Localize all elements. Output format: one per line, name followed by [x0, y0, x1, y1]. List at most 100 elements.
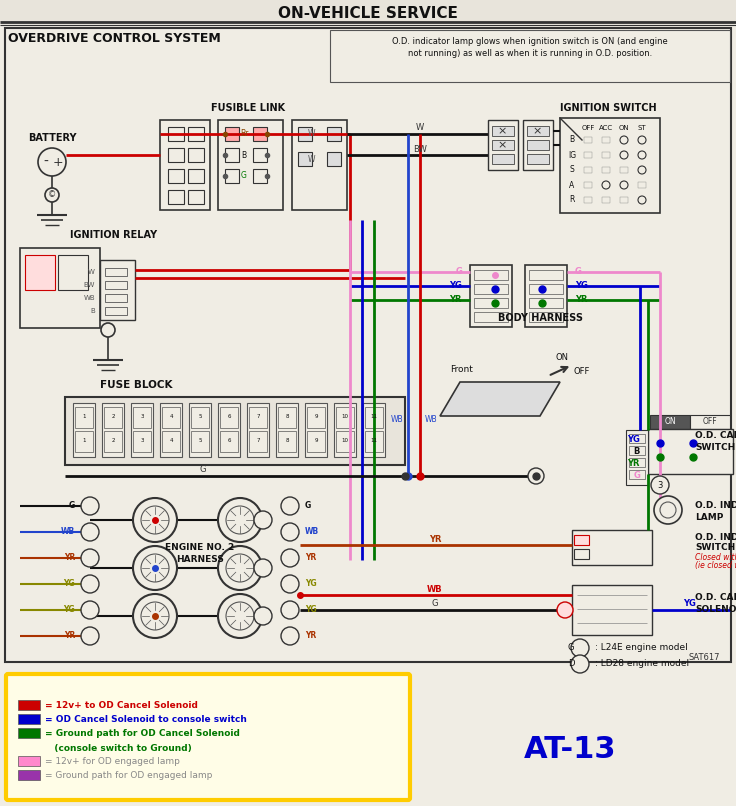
- Text: SWITCH: SWITCH: [695, 442, 735, 451]
- Text: YR: YR: [575, 296, 587, 305]
- Bar: [527, 154, 549, 164]
- Bar: [492, 140, 514, 150]
- Text: 6: 6: [227, 438, 231, 443]
- Text: +: +: [53, 156, 63, 168]
- Circle shape: [218, 594, 262, 638]
- Text: BATTERY: BATTERY: [28, 133, 77, 143]
- Circle shape: [571, 639, 589, 657]
- Bar: [529, 312, 563, 322]
- Text: YG: YG: [63, 580, 75, 588]
- Bar: [602, 137, 610, 143]
- Bar: [330, 30, 730, 82]
- Circle shape: [133, 546, 177, 590]
- Circle shape: [81, 627, 99, 645]
- Text: WB: WB: [305, 527, 319, 537]
- Circle shape: [557, 602, 573, 618]
- Bar: [249, 431, 267, 452]
- Text: D: D: [567, 659, 574, 668]
- Bar: [488, 120, 518, 170]
- Bar: [529, 298, 563, 308]
- Text: IGNITION SWITCH: IGNITION SWITCH: [559, 103, 657, 113]
- Text: YR: YR: [64, 554, 75, 563]
- Text: 2: 2: [111, 414, 115, 419]
- Bar: [189, 403, 211, 457]
- Bar: [527, 126, 549, 136]
- Text: 9: 9: [314, 414, 318, 419]
- Circle shape: [620, 181, 628, 189]
- Bar: [470, 265, 512, 327]
- Bar: [247, 403, 269, 457]
- Bar: [620, 197, 628, 203]
- Text: YG: YG: [627, 435, 640, 444]
- Text: O.D. CANCEL: O.D. CANCEL: [695, 430, 736, 439]
- Bar: [133, 407, 151, 428]
- Text: : LD28 engine model: : LD28 engine model: [595, 659, 689, 668]
- Bar: [638, 182, 646, 188]
- Text: B: B: [241, 151, 247, 160]
- Bar: [560, 118, 660, 213]
- Bar: [168, 190, 184, 204]
- Text: G: G: [305, 501, 311, 510]
- Bar: [336, 407, 354, 428]
- Text: Br: Br: [240, 130, 248, 139]
- Bar: [307, 431, 325, 452]
- Bar: [574, 549, 589, 559]
- Text: 3: 3: [657, 480, 662, 489]
- Bar: [527, 140, 549, 150]
- Text: B: B: [570, 135, 575, 144]
- Circle shape: [81, 497, 99, 515]
- Bar: [584, 167, 592, 173]
- Circle shape: [638, 136, 646, 144]
- Circle shape: [602, 181, 610, 189]
- Bar: [104, 431, 122, 452]
- Bar: [18, 700, 40, 710]
- Bar: [650, 415, 690, 429]
- Text: G: G: [455, 268, 462, 276]
- Text: 11: 11: [370, 438, 378, 443]
- Text: YR: YR: [628, 459, 640, 468]
- Bar: [102, 403, 124, 457]
- Text: Front: Front: [450, 365, 473, 375]
- Bar: [168, 169, 184, 183]
- Bar: [191, 431, 209, 452]
- Bar: [160, 403, 182, 457]
- Text: YG: YG: [684, 600, 696, 609]
- Text: YR: YR: [305, 631, 316, 641]
- Text: 6: 6: [227, 414, 231, 419]
- Bar: [572, 585, 652, 635]
- Circle shape: [281, 497, 299, 515]
- Bar: [584, 152, 592, 158]
- Bar: [276, 403, 298, 457]
- Text: : L24E engine model: : L24E engine model: [595, 643, 687, 653]
- Bar: [292, 120, 347, 210]
- Bar: [602, 152, 610, 158]
- Bar: [220, 407, 238, 428]
- Bar: [0, 0, 736, 22]
- Text: O.D. indicator lamp glows when ignition switch is ON (and engine: O.D. indicator lamp glows when ignition …: [392, 38, 668, 47]
- Bar: [525, 265, 567, 327]
- Text: YG: YG: [63, 605, 75, 614]
- Circle shape: [254, 607, 272, 625]
- Bar: [298, 152, 312, 166]
- Circle shape: [38, 148, 66, 176]
- Text: 4: 4: [169, 414, 173, 419]
- Bar: [327, 152, 341, 166]
- Circle shape: [45, 188, 59, 202]
- Text: LAMP: LAMP: [695, 513, 723, 521]
- Text: LEGEND: LEGEND: [101, 684, 169, 700]
- Text: WB: WB: [427, 584, 443, 593]
- Circle shape: [660, 502, 676, 518]
- Text: G: G: [68, 501, 75, 510]
- Bar: [298, 127, 312, 141]
- Text: 1: 1: [82, 414, 86, 419]
- Circle shape: [651, 476, 669, 494]
- Text: SOLENOID: SOLENOID: [695, 604, 736, 613]
- Text: YG: YG: [305, 605, 316, 614]
- Text: = 12v+ to OD Cancel Solenoid: = 12v+ to OD Cancel Solenoid: [45, 701, 198, 711]
- Text: BW: BW: [413, 144, 427, 153]
- Text: FUSE BLOCK: FUSE BLOCK: [100, 380, 172, 390]
- Circle shape: [226, 506, 254, 534]
- Bar: [104, 407, 122, 428]
- Bar: [73, 403, 95, 457]
- Circle shape: [281, 575, 299, 593]
